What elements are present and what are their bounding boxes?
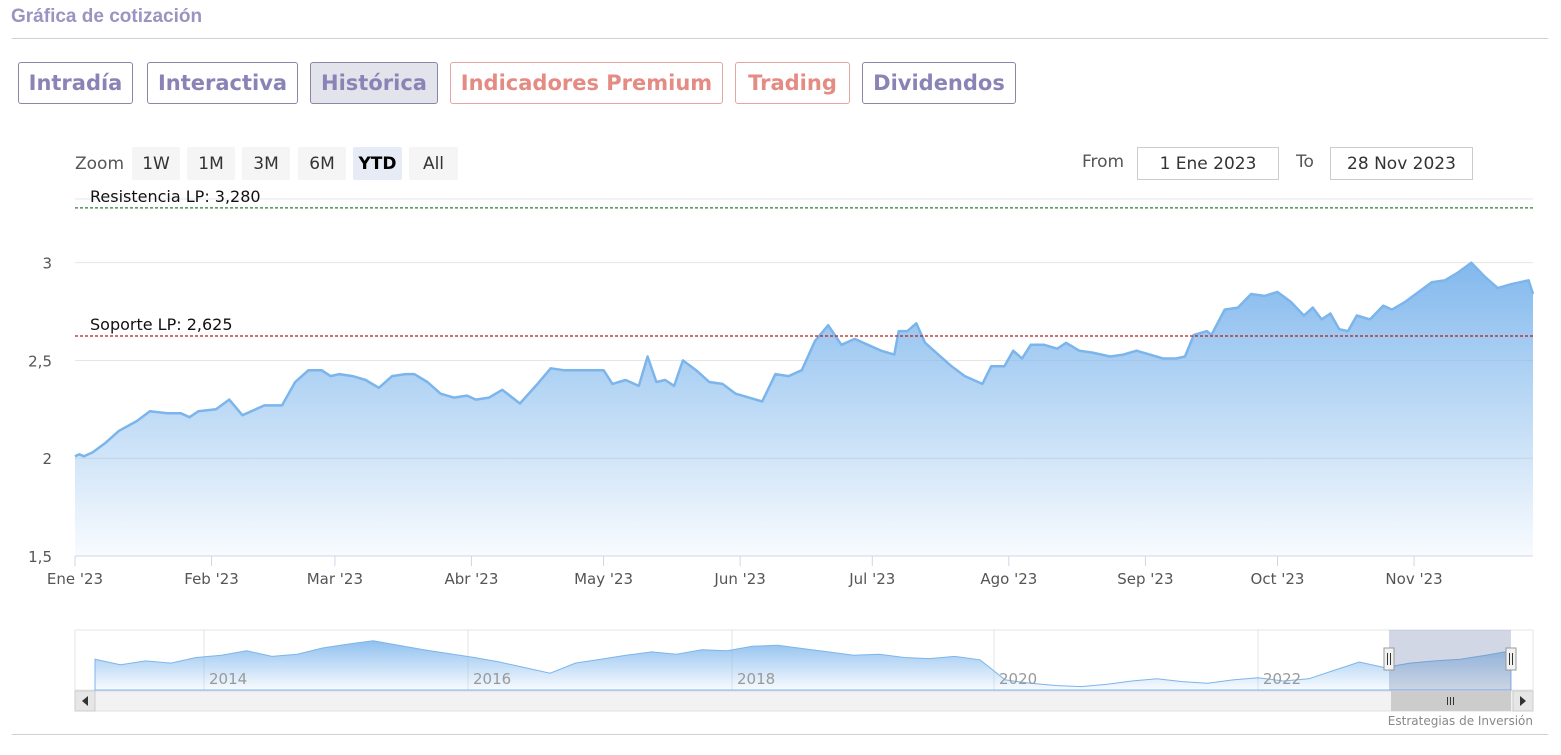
navigator-year-label: 2022 bbox=[1263, 670, 1301, 688]
chevron-right-icon bbox=[1520, 696, 1526, 706]
x-tick-label: Oct '23 bbox=[1251, 570, 1305, 588]
price-line bbox=[74, 261, 1535, 458]
x-tick-label: Abr '23 bbox=[444, 570, 498, 588]
y-tick-label: 2 bbox=[42, 450, 52, 468]
page-title: Gráfica de cotización bbox=[11, 6, 203, 27]
navigator-mask bbox=[1389, 630, 1511, 690]
grip-icon bbox=[1447, 697, 1454, 705]
x-tick-label: Jun '23 bbox=[713, 570, 765, 588]
x-tick-label: May '23 bbox=[574, 570, 633, 588]
zoom-6m-button[interactable]: 6M bbox=[298, 147, 346, 180]
navigator-area bbox=[94, 640, 1512, 691]
navigator-year-label: 2020 bbox=[999, 670, 1037, 688]
x-axis: Ene '23 Feb '23 Mar '23 Abr '23 May '23 Jun '… bbox=[47, 556, 1443, 588]
support-label: Soporte LP: 2,625 bbox=[90, 315, 233, 334]
navigator-year-label: 2016 bbox=[473, 670, 511, 688]
x-tick-label: Ene '23 bbox=[47, 570, 103, 588]
zoom-1w-button[interactable]: 1W bbox=[132, 147, 180, 180]
plot-lines: Resistencia LP: 3,280 Soporte LP: 2,625 bbox=[75, 187, 1533, 337]
scroll-right-button[interactable] bbox=[1512, 690, 1534, 712]
x-tick-label: Nov '23 bbox=[1385, 570, 1442, 588]
zoom-ytd-button[interactable]: YTD bbox=[353, 147, 402, 180]
tab-intradia[interactable]: Intradía bbox=[18, 62, 133, 104]
tab-indicadores-premium[interactable]: Indicadores Premium bbox=[450, 62, 723, 104]
navigator-gridlines bbox=[203, 630, 1259, 690]
navigator-handle-right[interactable] bbox=[1505, 647, 1517, 671]
to-date-input[interactable]: 28 Nov 2023 bbox=[1330, 147, 1473, 180]
zoom-label: Zoom bbox=[75, 154, 125, 174]
zoom-1m-button[interactable]: 1M bbox=[187, 147, 235, 180]
tab-dividendos[interactable]: Dividendos bbox=[862, 62, 1016, 104]
scrollbar-thumb[interactable] bbox=[1391, 691, 1511, 711]
from-date-input[interactable]: 1 Ene 2023 bbox=[1137, 147, 1279, 180]
y-axis-labels: 1,5 2 2,5 3 bbox=[28, 255, 52, 566]
x-tick-label: Jul '23 bbox=[848, 570, 895, 588]
navigator-year-label: 2014 bbox=[209, 670, 247, 688]
resistance-label: Resistencia LP: 3,280 bbox=[90, 187, 261, 206]
tab-trading[interactable]: Trading bbox=[735, 62, 850, 104]
y-gridlines bbox=[75, 262, 1533, 459]
scrollbar[interactable] bbox=[74, 690, 1534, 712]
navigator-frame bbox=[74, 629, 1534, 691]
x-tick-label: Sep '23 bbox=[1117, 570, 1173, 588]
price-area bbox=[75, 262, 1533, 556]
x-tick-label: Ago '23 bbox=[980, 570, 1037, 588]
title-divider bbox=[12, 38, 1548, 39]
x-tick-label: Mar '23 bbox=[307, 570, 363, 588]
tab-historica[interactable]: Histórica bbox=[310, 62, 438, 104]
navigator: 2014 2016 2018 2020 2022 bbox=[74, 629, 1534, 691]
footer-divider bbox=[12, 734, 1548, 735]
y-tick-label: 2,5 bbox=[28, 352, 52, 370]
credits-label: Estrategias de Inversión bbox=[1388, 714, 1533, 728]
navigator-handle-left[interactable] bbox=[1383, 647, 1395, 671]
scrollbar-track[interactable] bbox=[74, 690, 1534, 712]
from-label: From bbox=[1082, 152, 1125, 172]
y-tick-label: 3 bbox=[42, 255, 52, 273]
tab-interactiva[interactable]: Interactiva bbox=[147, 62, 298, 104]
zoom-3m-button[interactable]: 3M bbox=[242, 147, 290, 180]
scroll-left-button[interactable] bbox=[74, 690, 96, 712]
x-tick-label: Feb '23 bbox=[184, 570, 239, 588]
y-tick-label: 1,5 bbox=[28, 548, 52, 566]
navigator-year-label: 2018 bbox=[737, 670, 775, 688]
zoom-all-button[interactable]: All bbox=[409, 147, 458, 180]
chevron-left-icon bbox=[82, 696, 88, 706]
navigator-year-labels: 2014 2016 2018 2020 2022 bbox=[209, 670, 1301, 688]
to-label: To bbox=[1296, 152, 1314, 172]
